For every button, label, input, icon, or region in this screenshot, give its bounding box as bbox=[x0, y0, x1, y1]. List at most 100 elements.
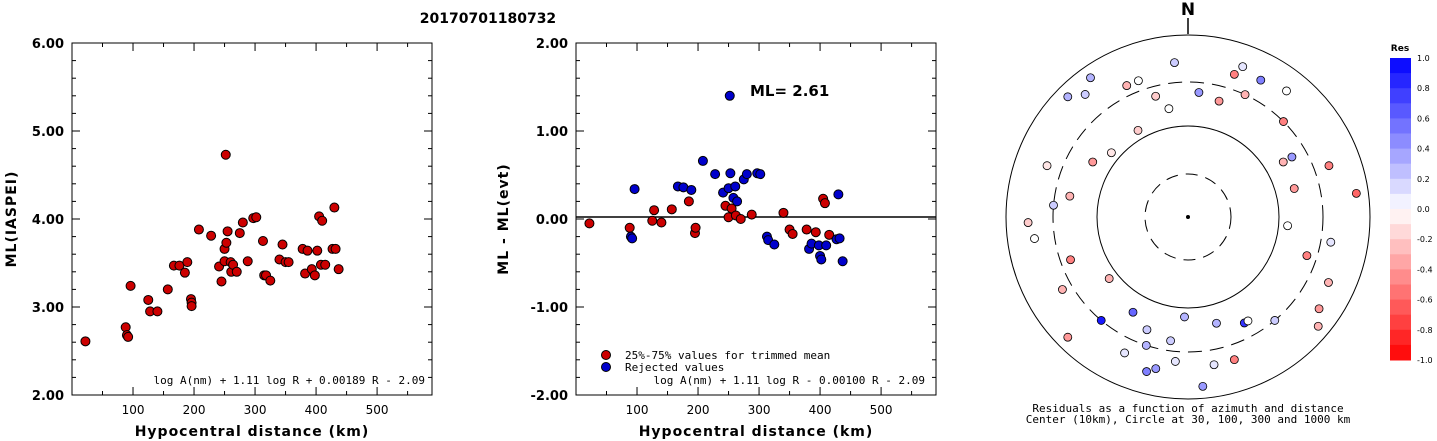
data-point bbox=[656, 217, 667, 228]
station-point bbox=[1212, 318, 1221, 328]
data-point bbox=[710, 169, 721, 180]
y-tick-label: 5.00 bbox=[32, 125, 64, 140]
colorbar-tick-label: 0.2 bbox=[1417, 175, 1430, 184]
data-point bbox=[186, 301, 197, 312]
data-point bbox=[647, 215, 658, 226]
data-point bbox=[317, 215, 328, 226]
ring-30km bbox=[1144, 173, 1232, 261]
data-point bbox=[666, 204, 677, 215]
data-point bbox=[833, 189, 844, 200]
data-point bbox=[231, 266, 242, 277]
data-point bbox=[329, 202, 340, 213]
colorbar-cell bbox=[1390, 329, 1411, 346]
station-point bbox=[1209, 360, 1219, 370]
colorbar-cell bbox=[1390, 344, 1411, 361]
colorbar-tick-label: 0.4 bbox=[1417, 145, 1430, 154]
data-point bbox=[624, 222, 635, 233]
data-point bbox=[152, 306, 163, 317]
data-point bbox=[801, 224, 812, 235]
station-residual-points bbox=[1023, 58, 1361, 391]
data-point bbox=[330, 243, 341, 254]
data-point bbox=[724, 90, 735, 101]
station-point bbox=[1141, 340, 1151, 350]
colorbar-tick-label: -0.6 bbox=[1417, 296, 1433, 305]
colorbar-cell bbox=[1390, 193, 1411, 210]
station-point bbox=[1229, 355, 1239, 365]
station-point bbox=[1065, 191, 1075, 201]
station-point bbox=[1238, 62, 1248, 72]
data-point bbox=[237, 217, 248, 228]
station-point bbox=[1326, 237, 1336, 247]
colorbar-cell bbox=[1390, 239, 1411, 255]
colorbar-tick-label: 1.0 bbox=[1417, 54, 1430, 63]
station-point bbox=[1166, 336, 1176, 346]
y-tick-label: 4.00 bbox=[32, 213, 64, 228]
station-point bbox=[1106, 148, 1116, 158]
ml-residual-xlabel: Hypocentral distance (km) bbox=[639, 424, 874, 440]
colorbar-cell bbox=[1390, 254, 1411, 270]
data-point bbox=[627, 233, 638, 244]
figure-title: 20170701180732 bbox=[420, 11, 556, 27]
residual-colorbar: Res 1.0 0.8 0.6 0.4 0.2 0.0 -0.2 -0.4 -0.6 -0.8 -1… bbox=[1390, 44, 1433, 365]
station-point bbox=[1104, 274, 1114, 283]
station-point bbox=[1164, 104, 1174, 114]
data-point bbox=[222, 226, 233, 237]
station-point bbox=[1023, 218, 1033, 227]
station-point bbox=[1282, 86, 1291, 96]
colorbar-cell bbox=[1390, 224, 1411, 240]
data-point bbox=[787, 228, 798, 239]
data-point bbox=[320, 259, 331, 270]
station-point bbox=[1194, 88, 1204, 97]
data-point bbox=[221, 237, 232, 248]
station-point bbox=[1080, 90, 1090, 99]
colorbar-tick-label: -0.2 bbox=[1417, 235, 1433, 244]
data-point bbox=[123, 331, 134, 342]
station-point bbox=[1049, 200, 1058, 210]
data-point bbox=[816, 254, 827, 265]
colorbar-cell bbox=[1390, 178, 1411, 195]
station-point bbox=[1120, 348, 1130, 358]
data-point bbox=[819, 198, 830, 209]
data-point bbox=[179, 267, 190, 278]
station-point bbox=[1180, 312, 1189, 322]
station-point bbox=[1302, 251, 1312, 261]
data-point bbox=[309, 270, 320, 281]
colorbar-tick-label: -0.4 bbox=[1417, 265, 1433, 274]
data-point bbox=[824, 229, 835, 240]
colorbar-tick-label: 0.0 bbox=[1417, 205, 1430, 214]
ml-annotation: ML= 2.61 bbox=[750, 82, 829, 100]
data-point bbox=[697, 155, 708, 166]
station-point bbox=[1030, 234, 1039, 243]
colorbar-cell bbox=[1390, 118, 1411, 134]
station-point bbox=[1324, 161, 1334, 171]
x-tick-label: 500 bbox=[870, 403, 893, 417]
data-point bbox=[80, 336, 91, 347]
y-tick-label: 6.00 bbox=[32, 37, 64, 52]
data-point bbox=[333, 264, 344, 275]
station-point bbox=[1088, 157, 1098, 167]
data-point bbox=[837, 256, 848, 267]
colorbar-cell bbox=[1390, 148, 1411, 165]
station-point bbox=[1042, 161, 1052, 171]
x-tick-label: 500 bbox=[366, 403, 389, 417]
y-tick-label: 1.00 bbox=[536, 125, 568, 140]
data-point bbox=[242, 256, 253, 267]
station-point bbox=[1279, 117, 1288, 126]
data-point bbox=[769, 239, 780, 250]
colorbar-cell bbox=[1390, 163, 1411, 180]
ml-residual-formula: log A(nm) + 1.11 log R - 0.00100 R - 2.0… bbox=[653, 374, 925, 387]
y-tick-label: 3.00 bbox=[32, 301, 64, 316]
ml-residual-points bbox=[584, 90, 848, 267]
data-point bbox=[690, 222, 701, 233]
legend-rejected-label: Rejected values bbox=[625, 361, 724, 374]
station-point bbox=[1063, 92, 1073, 102]
data-point bbox=[143, 294, 154, 305]
station-point bbox=[1058, 285, 1067, 294]
station-point bbox=[1351, 188, 1361, 198]
data-point bbox=[302, 245, 313, 256]
x-tick-label: 400 bbox=[305, 403, 328, 417]
colorbar-tick-label: 0.8 bbox=[1417, 84, 1430, 93]
colorbar-tick-label: 0.6 bbox=[1417, 114, 1430, 123]
colorbar-cell bbox=[1390, 284, 1411, 301]
data-point bbox=[746, 209, 757, 220]
